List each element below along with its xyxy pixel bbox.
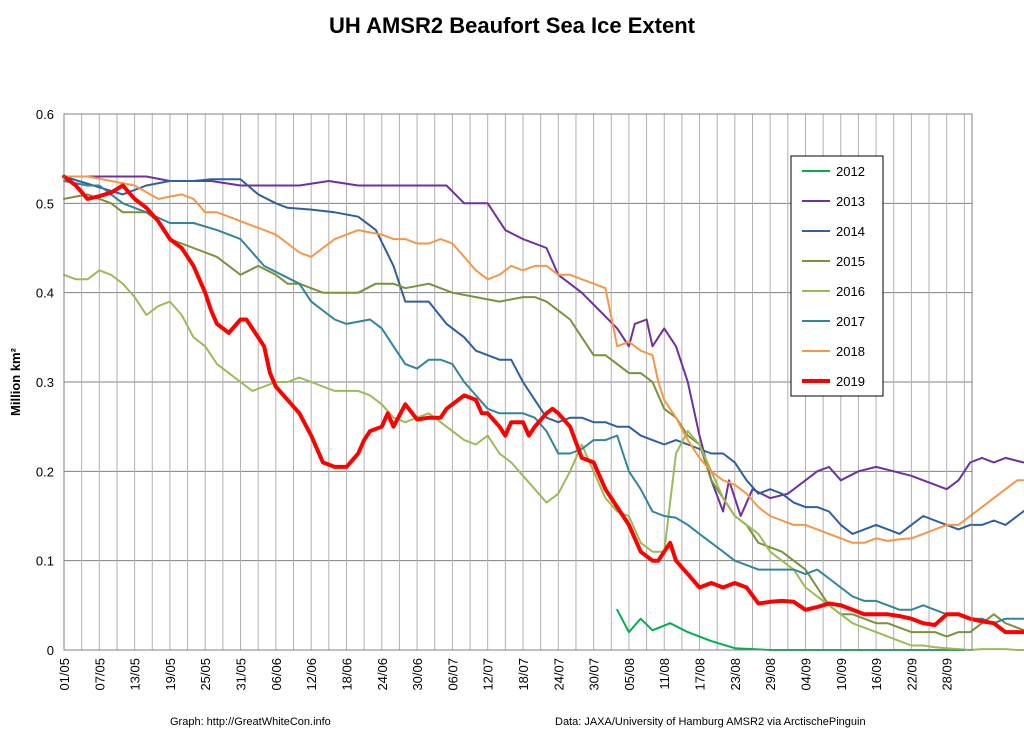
x-tick-label: 05/08 — [622, 658, 637, 691]
series-line-2016 — [63, 269, 1024, 651]
x-tick-label: 24/06 — [375, 658, 390, 691]
x-tick-label: 23/08 — [728, 658, 743, 691]
x-tick-label: 30/07 — [587, 658, 602, 691]
grid — [63, 113, 972, 651]
legend-label-2012: 2012 — [836, 164, 865, 179]
y-tick-labels: 0 0.1 0.2 0.3 0.4 0.5 0.6 — [36, 107, 54, 658]
y-tick-label: 0.2 — [36, 464, 54, 479]
x-tick-label: 31/05 — [234, 658, 249, 691]
series-line-2015 — [63, 193, 1024, 638]
legend: 2012 2013 2014 2015 2016 2017 2018 2019 — [790, 155, 884, 397]
x-tick-label: 29/08 — [763, 658, 778, 691]
series-line-2013 — [63, 175, 1024, 517]
x-tick-label: 25/05 — [198, 658, 213, 691]
x-tick-label: 16/09 — [869, 658, 884, 691]
x-tick-label: 07/05 — [92, 658, 107, 691]
y-axis-label: Million km² — [8, 347, 23, 416]
legend-label-2014: 2014 — [836, 224, 865, 239]
x-tick-label: 06/07 — [445, 658, 460, 691]
series-line-2017 — [63, 180, 1024, 625]
y-tick-label: 0.1 — [36, 554, 54, 569]
y-tick-label: 0.3 — [36, 375, 54, 390]
y-tick-label: 0 — [47, 643, 54, 658]
footer-left: Graph: http://GreatWhiteCon.info — [170, 716, 331, 728]
legend-label-2018: 2018 — [836, 344, 865, 359]
legend-label-2016: 2016 — [836, 284, 865, 299]
x-tick-label: 11/08 — [657, 658, 672, 690]
x-tick-label: 19/05 — [163, 658, 178, 691]
series-line-2018 — [63, 175, 1024, 544]
legend-box — [790, 155, 884, 397]
legend-label-2013: 2013 — [836, 194, 865, 209]
y-tick-label: 0.5 — [36, 196, 54, 211]
legend-label-2017: 2017 — [836, 314, 865, 329]
y-tick-label: 0.4 — [36, 286, 54, 301]
x-tick-label: 12/06 — [304, 658, 319, 691]
x-tick-label: 17/08 — [693, 658, 708, 691]
plot-area-border — [63, 113, 973, 651]
x-tick-label: 30/06 — [410, 658, 425, 691]
x-tick-label: 28/09 — [940, 658, 955, 691]
y-tick-label: 0.6 — [36, 107, 54, 122]
x-tick-label: 04/09 — [798, 658, 813, 691]
x-tick-label: 12/07 — [481, 658, 496, 691]
x-tick-label: 10/09 — [834, 658, 849, 691]
series-line-2019 — [62, 174, 1024, 635]
x-tick-label: 18/06 — [339, 658, 354, 691]
x-tick-label: 22/09 — [904, 658, 919, 691]
x-tick-label: 18/07 — [516, 658, 531, 691]
x-tick-label: 01/05 — [57, 658, 72, 691]
x-tick-labels: 01/05 07/05 13/05 19/05 25/05 31/05 06/06 12/06… — [57, 658, 955, 691]
legend-label-2015: 2015 — [836, 254, 865, 269]
chart-title: UH AMSR2 Beaufort Sea Ice Extent — [329, 13, 696, 38]
x-tick-label: 06/06 — [269, 658, 284, 691]
x-tick-label: 24/07 — [551, 658, 566, 691]
series-line-2014 — [63, 175, 1024, 535]
series-lines — [62, 174, 1024, 651]
x-tick-label: 13/05 — [128, 658, 143, 691]
footer-right: Data: JAXA/University of Hamburg AMSR2 v… — [555, 716, 866, 728]
legend-label-2019: 2019 — [836, 374, 865, 389]
